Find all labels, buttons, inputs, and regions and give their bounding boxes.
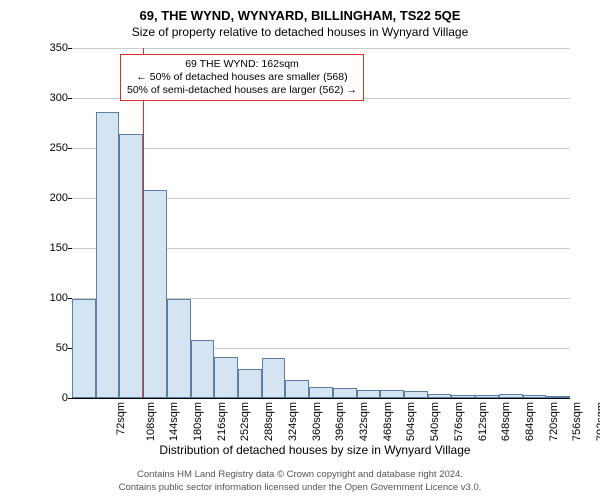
y-tick-label: 150: [38, 242, 68, 254]
y-tick-label: 350: [38, 42, 68, 54]
y-tick-mark: [68, 48, 72, 49]
histogram-bar: [523, 395, 547, 398]
x-tick-label: 576sqm: [453, 402, 465, 441]
footer-line2: Contains public sector information licen…: [0, 482, 600, 494]
histogram-bar: [72, 299, 96, 398]
x-tick-label: 648sqm: [500, 402, 512, 441]
chart-container: 69, THE WYND, WYNYARD, BILLINGHAM, TS22 …: [0, 0, 600, 500]
gridline: [72, 48, 570, 49]
y-tick-mark: [68, 98, 72, 99]
histogram-bar: [167, 299, 191, 398]
y-tick-label: 250: [38, 142, 68, 154]
x-tick-label: 684sqm: [524, 402, 536, 441]
x-tick-label: 396sqm: [334, 402, 346, 441]
y-tick-label: 100: [38, 292, 68, 304]
x-tick-label: 252sqm: [240, 402, 252, 441]
histogram-bar: [309, 387, 333, 398]
annotation-line2: ← 50% of detached houses are smaller (56…: [127, 71, 357, 84]
y-tick-label: 0: [38, 392, 68, 404]
histogram-bar: [143, 190, 167, 398]
title-main: 69, THE WYND, WYNYARD, BILLINGHAM, TS22 …: [0, 0, 600, 23]
annotation-line3: 50% of semi-detached houses are larger (…: [127, 84, 357, 97]
y-tick-mark: [68, 398, 72, 399]
annotation-box: 69 THE WYND: 162sqm ← 50% of detached ho…: [120, 54, 364, 101]
x-tick-label: 720sqm: [548, 402, 560, 441]
y-tick-mark: [68, 198, 72, 199]
x-tick-label: 72sqm: [115, 402, 127, 435]
histogram-bar: [214, 357, 238, 398]
histogram-bar: [357, 390, 381, 398]
histogram-bar: [380, 390, 404, 398]
x-tick-label: 180sqm: [192, 402, 204, 441]
x-tick-label: 360sqm: [311, 402, 323, 441]
footer: Contains HM Land Registry data © Crown c…: [0, 469, 600, 494]
gridline: [72, 148, 570, 149]
x-tick-label: 288sqm: [263, 402, 275, 441]
histogram-bar: [546, 396, 570, 398]
histogram-bar: [262, 358, 286, 398]
annotation-line1: 69 THE WYND: 162sqm: [127, 58, 357, 71]
title-sub: Size of property relative to detached ho…: [0, 23, 600, 39]
x-tick-label: 108sqm: [145, 402, 157, 441]
y-tick-mark: [68, 248, 72, 249]
y-tick-label: 300: [38, 92, 68, 104]
histogram-bar: [119, 134, 143, 398]
x-tick-label: 540sqm: [429, 402, 441, 441]
histogram-bar: [238, 369, 262, 398]
x-tick-label: 324sqm: [287, 402, 299, 441]
footer-line1: Contains HM Land Registry data © Crown c…: [0, 469, 600, 481]
y-tick-label: 50: [38, 342, 68, 354]
histogram-bar: [475, 395, 499, 398]
x-tick-label: 504sqm: [406, 402, 418, 441]
x-tick-label: 216sqm: [216, 402, 228, 441]
y-tick-label: 200: [38, 192, 68, 204]
histogram-bar: [285, 380, 309, 398]
histogram-bar: [499, 394, 523, 398]
histogram-bar: [404, 391, 428, 398]
x-tick-label: 144sqm: [168, 402, 180, 441]
y-tick-mark: [68, 148, 72, 149]
histogram-bar: [428, 394, 452, 398]
x-tick-label: 756sqm: [572, 402, 584, 441]
histogram-bar: [96, 112, 120, 398]
x-tick-label: 792sqm: [595, 402, 600, 441]
x-tick-label: 468sqm: [382, 402, 394, 441]
histogram-bar: [191, 340, 215, 398]
histogram-bar: [333, 388, 357, 398]
x-axis-title: Distribution of detached houses by size …: [60, 443, 570, 457]
chart-area: Number of detached properties 0501001502…: [60, 48, 570, 418]
x-tick-label: 432sqm: [358, 402, 370, 441]
histogram-bar: [451, 395, 475, 398]
x-tick-label: 612sqm: [477, 402, 489, 441]
